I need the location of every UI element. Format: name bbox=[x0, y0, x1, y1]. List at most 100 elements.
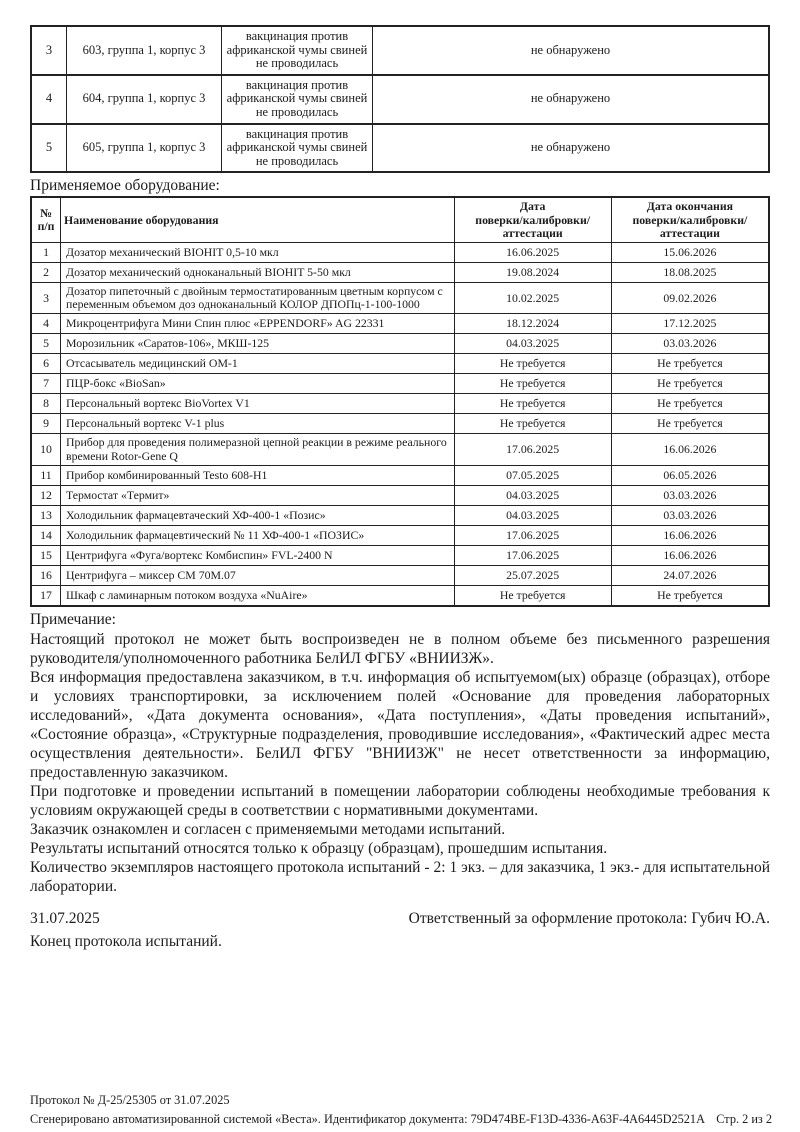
equipment-column-header: № п/п bbox=[30, 196, 62, 243]
equipment-section-heading: Применяемое оборудование: bbox=[30, 177, 220, 195]
sample-number: 4 bbox=[30, 73, 67, 125]
sample-number: 5 bbox=[30, 122, 67, 174]
equipment-row: 10 Прибор для проведения полимеразной цеп… bbox=[30, 433, 770, 466]
sample-vaccination-info: вакцинация против африканской чумы свине… bbox=[221, 25, 373, 76]
equipment-name: Отсасыватель медицинский ОМ-1 bbox=[60, 353, 455, 375]
end-of-protocol-line: Конец протокола испытаний. bbox=[30, 932, 222, 950]
equipment-calibration-end-date: 16.06.2026 bbox=[610, 524, 770, 546]
equipment-calibration-end-date: Не требуется bbox=[610, 413, 770, 435]
equipment-column-header: Дата поверки/калибровки/аттестации bbox=[453, 196, 612, 243]
equipment-number: 16 bbox=[30, 564, 62, 586]
sample-row: 4 604, группа 1, корпус 3 вакцинация проти… bbox=[30, 73, 770, 125]
equipment-calibration-end-date: 16.06.2026 bbox=[610, 544, 770, 566]
sample-result: не обнаружено bbox=[372, 73, 770, 125]
equipment-row: 12 Термостат «Термит» 04.03.2025 03.03.2026 bbox=[30, 484, 770, 506]
equipment-calibration-end-date: 15.06.2026 bbox=[610, 241, 770, 263]
equipment-calibration-end-date: 03.03.2026 bbox=[610, 333, 770, 355]
equipment-column-header: Дата окончания поверки/калибровки/аттест… bbox=[610, 196, 770, 243]
equipment-row: 15 Центрифуга «Фуга/вортекс Комбиспин» FV… bbox=[30, 544, 770, 566]
footer-protocol-number: Протокол № Д-25/25305 от 31.07.2025 bbox=[30, 1093, 230, 1107]
equipment-name: Персональный вортекс V-1 plus bbox=[60, 413, 455, 435]
equipment-calibration-date: 04.03.2025 bbox=[453, 504, 612, 526]
equipment-calibration-end-date: 03.03.2026 bbox=[610, 504, 770, 526]
sample-vaccination-info: вакцинация против африканской чумы свине… bbox=[221, 73, 373, 125]
equipment-number: 13 bbox=[30, 504, 62, 526]
equipment-row: 4 Микроцентрифуга Мини Спин плюс «EPPENDO… bbox=[30, 313, 770, 335]
samples-results-table: 3 603, группа 1, корпус 3 вакцинация проти… bbox=[30, 25, 770, 174]
equipment-number: 1 bbox=[30, 241, 62, 263]
note-paragraph: При подготовке и проведении испытаний в … bbox=[30, 782, 770, 819]
protocol-page: 3 603, группа 1, корпус 3 вакцинация проти… bbox=[30, 25, 770, 950]
sample-number: 3 bbox=[30, 25, 67, 76]
footer-page-number: Стр. 2 из 2 bbox=[716, 1112, 772, 1126]
equipment-row: 14 Холодильник фармацевтический № 11 ХФ-4… bbox=[30, 524, 770, 546]
equipment-name: Дозатор пипеточный с двойным термостатир… bbox=[60, 281, 455, 315]
equipment-name: Термостат «Термит» bbox=[60, 484, 455, 506]
equipment-calibration-end-date: Не требуется bbox=[610, 393, 770, 415]
equipment-row: 3 Дозатор пипеточный с двойным термостати… bbox=[30, 281, 770, 315]
sample-row: 5 605, группа 1, корпус 3 вакцинация проти… bbox=[30, 122, 770, 174]
footer-generated-by: Сгенерировано автоматизированной системо… bbox=[30, 1112, 705, 1126]
equipment-calibration-date: 18.12.2024 bbox=[453, 313, 612, 335]
notes-section: Примечание: Настоящий протокол не может … bbox=[30, 610, 770, 896]
equipment-name: Персональный вортекс BioVortex V1 bbox=[60, 393, 455, 415]
equipment-row: 5 Морозильник «Саратов-106», МКШ-125 04.03… bbox=[30, 333, 770, 355]
sample-id: 604, группа 1, корпус 3 bbox=[66, 73, 222, 125]
equipment-number: 10 bbox=[30, 433, 62, 466]
equipment-calibration-date: 10.02.2025 bbox=[453, 281, 612, 315]
equipment-calibration-date: 25.07.2025 bbox=[453, 564, 612, 586]
note-paragraph: Заказчик ознакомлен и согласен с применя… bbox=[30, 820, 506, 838]
equipment-calibration-date: 04.03.2025 bbox=[453, 484, 612, 506]
equipment-number: 11 bbox=[30, 464, 62, 486]
sample-id: 605, группа 1, корпус 3 bbox=[66, 122, 222, 174]
signoff-row: 31.07.2025 Ответственный за оформление п… bbox=[30, 909, 770, 928]
equipment-row: 16 Центрифуга – миксер СМ 70М.07 25.07.202… bbox=[30, 564, 770, 586]
sample-row: 3 603, группа 1, корпус 3 вакцинация проти… bbox=[30, 25, 770, 76]
equipment-row: 17 Шкаф с ламинарным потоком воздуха «NuA… bbox=[30, 584, 770, 607]
equipment-calibration-date: Не требуется bbox=[453, 393, 612, 415]
equipment-calibration-end-date: 24.07.2026 bbox=[610, 564, 770, 586]
equipment-calibration-end-date: 17.12.2025 bbox=[610, 313, 770, 335]
equipment-name: Микроцентрифуга Мини Спин плюс «EPPENDOR… bbox=[60, 313, 455, 335]
note-paragraph: Результаты испытаний относятся только к … bbox=[30, 839, 608, 857]
equipment-calibration-end-date: Не требуется bbox=[610, 584, 770, 607]
samples-table-body: 3 603, группа 1, корпус 3 вакцинация проти… bbox=[30, 25, 770, 174]
equipment-row: 7 ПЦР-бокс «BioSan» Не требуется Не требует… bbox=[30, 373, 770, 395]
equipment-calibration-date: 07.05.2025 bbox=[453, 464, 612, 486]
equipment-number: 5 bbox=[30, 333, 62, 355]
equipment-calibration-end-date: 03.03.2026 bbox=[610, 484, 770, 506]
equipment-name: Центрифуга – миксер СМ 70М.07 bbox=[60, 564, 455, 586]
equipment-number: 6 bbox=[30, 353, 62, 375]
equipment-number: 17 bbox=[30, 584, 62, 607]
sample-result: не обнаружено bbox=[372, 122, 770, 174]
page-footer: Протокол № Д-25/25305 от 31.07.2025 Сген… bbox=[30, 1091, 772, 1129]
equipment-calibration-end-date: 06.05.2026 bbox=[610, 464, 770, 486]
equipment-calibration-date: 17.06.2025 bbox=[453, 433, 612, 466]
note-paragraph: Настоящий протокол не может быть воспрои… bbox=[30, 630, 770, 667]
equipment-number: 15 bbox=[30, 544, 62, 566]
equipment-calibration-end-date: Не требуется bbox=[610, 353, 770, 375]
equipment-number: 7 bbox=[30, 373, 62, 395]
note-paragraph: Количество экземпляров настоящего проток… bbox=[30, 858, 770, 895]
sample-result: не обнаружено bbox=[372, 25, 770, 76]
equipment-calibration-date: Не требуется bbox=[453, 413, 612, 435]
equipment-number: 9 bbox=[30, 413, 62, 435]
equipment-calibration-end-date: 09.02.2026 bbox=[610, 281, 770, 315]
equipment-name: Морозильник «Саратов-106», МКШ-125 bbox=[60, 333, 455, 355]
equipment-row: 9 Персональный вортекс V-1 plus Не требует… bbox=[30, 413, 770, 435]
equipment-table-body: 1 Дозатор механический BIOHIT 0,5-10 мкл 1… bbox=[30, 241, 770, 607]
notes-heading: Примечание: bbox=[30, 610, 116, 628]
equipment-name: Прибор комбинированный Testo 608-H1 bbox=[60, 464, 455, 486]
equipment-table: № п/п Наименование оборудования Дата повер… bbox=[30, 196, 770, 607]
equipment-row: 2 Дозатор механический одноканальный BIOH… bbox=[30, 261, 770, 283]
note-paragraph: Вся информация предоставлена заказчиком,… bbox=[30, 668, 770, 781]
equipment-name: ПЦР-бокс «BioSan» bbox=[60, 373, 455, 395]
equipment-calibration-date: 17.06.2025 bbox=[453, 524, 612, 546]
equipment-calibration-end-date: Не требуется bbox=[610, 373, 770, 395]
equipment-number: 2 bbox=[30, 261, 62, 283]
equipment-name: Холодильник фармацевтический № 11 ХФ-400… bbox=[60, 524, 455, 546]
equipment-calibration-date: 16.06.2025 bbox=[453, 241, 612, 263]
equipment-calibration-date: Не требуется bbox=[453, 353, 612, 375]
equipment-calibration-date: Не требуется bbox=[453, 373, 612, 395]
equipment-column-header: Наименование оборудования bbox=[60, 196, 455, 243]
